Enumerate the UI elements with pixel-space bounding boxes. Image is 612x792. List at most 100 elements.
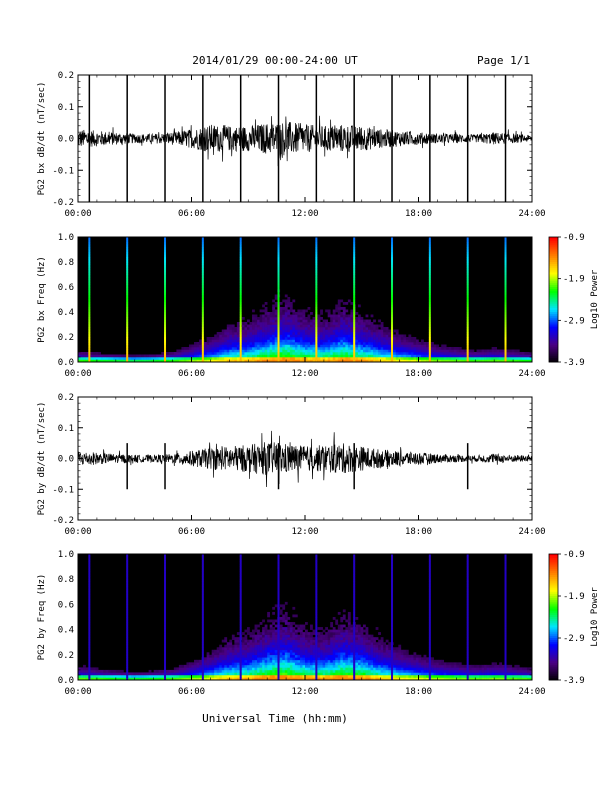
spectrogram-cell (363, 644, 366, 648)
colorbar-segment (549, 253, 558, 257)
spectrogram-cell (209, 354, 212, 358)
calibration-stripe-cell (466, 312, 469, 315)
spectrogram-cell (410, 659, 414, 663)
spectrogram-cell (80, 674, 84, 678)
spectrogram-cell (158, 357, 162, 360)
spectrogram-cell (370, 637, 374, 640)
spectrogram-cell (307, 344, 311, 348)
spectrogram-cell (224, 347, 228, 350)
spectrogram-cell (312, 667, 316, 671)
spectrogram-cell (363, 349, 366, 353)
spectrogram-cell (254, 662, 258, 666)
spectrogram-cell (284, 652, 288, 656)
spectrogram-cell (246, 349, 250, 353)
spectrogram-cell (272, 622, 276, 625)
spectrogram-cell (262, 619, 265, 623)
calibration-stripe-cell (315, 324, 318, 328)
spectrogram-cell (297, 657, 301, 661)
spectrogram-cell (246, 669, 250, 673)
spectrogram-cell (395, 652, 399, 656)
spectrogram-cell (249, 674, 253, 678)
spectrogram-cell (274, 334, 278, 338)
calibration-stripe-cell (239, 317, 242, 320)
spectrogram-cell (143, 357, 147, 360)
spectrogram-cell (375, 359, 379, 363)
spectrogram-cell (133, 354, 137, 358)
spectrogram-cell (345, 354, 349, 358)
spectrogram-cell (241, 664, 245, 668)
spectrogram-cell (236, 654, 240, 658)
spectrogram-cell (289, 344, 293, 348)
spectrogram-cell (229, 357, 233, 360)
spectrogram-cell (297, 312, 301, 315)
calibration-stripe-cell (126, 307, 129, 310)
calibration-stripe-cell (391, 334, 394, 338)
calibration-stripe-cell (164, 309, 167, 313)
spectrogram-cell (426, 349, 429, 353)
spectrogram-cell (330, 662, 334, 666)
spectrogram-cell (496, 359, 500, 363)
spectrogram-cell (403, 349, 407, 353)
spectrogram-cell (302, 667, 306, 671)
spectrogram-cell (272, 342, 276, 345)
spectrogram-cell (272, 672, 276, 676)
spectrogram-cell (388, 359, 392, 363)
spectrogram-cell (85, 354, 89, 358)
calibration-stripe-cell (353, 334, 356, 338)
calibration-stripe-cell (277, 309, 280, 313)
spectrogram-cell (325, 667, 328, 671)
spectrogram-cell (310, 649, 313, 653)
spectrogram-cell (410, 337, 414, 340)
spectrogram-cell (284, 601, 288, 605)
spectrogram-cell (360, 649, 364, 653)
spectrogram-cell (244, 677, 248, 681)
spectrogram-cell (373, 332, 376, 335)
x-tick-label: 24:00 (518, 209, 545, 219)
spectrogram-cell (209, 349, 212, 353)
calibration-stripe-cell (428, 337, 431, 340)
spectrogram-cell (312, 659, 316, 663)
spectrogram-cell (337, 347, 341, 350)
calibration-stripe-cell (126, 272, 129, 275)
spectrogram-cell (249, 659, 253, 663)
spectrogram-cell (241, 359, 245, 363)
calibration-stripe-cell (428, 247, 431, 250)
calibration-stripe-cell (88, 247, 91, 250)
spectrogram-cell (236, 652, 240, 656)
spectrogram-cell (284, 324, 288, 328)
spectrogram-cell (269, 329, 273, 333)
spectrogram-cell (327, 657, 331, 661)
spectrogram-cell (181, 669, 185, 673)
spectrogram-cell (345, 647, 349, 651)
calibration-stripe-cell (504, 262, 507, 265)
calibration-stripe-cell (504, 299, 507, 303)
spectrogram-cell (299, 327, 303, 330)
spectrogram-cell (171, 357, 175, 360)
spectrogram-cell (269, 354, 273, 358)
spectrogram-cell (294, 312, 298, 315)
spectrogram-cell (305, 649, 308, 653)
calibration-stripe-cell (466, 314, 469, 318)
spectrogram-cell (272, 639, 276, 643)
calibration-stripe-cell (428, 329, 431, 333)
spectrogram-cell (287, 669, 291, 673)
spectrogram-cell (244, 672, 248, 676)
calibration-stripe-cell (201, 357, 204, 360)
calibration-stripe-cell (466, 284, 469, 288)
spectrogram-cell (302, 314, 306, 318)
spectrogram-cell (378, 349, 381, 353)
spectrogram-cell (345, 629, 349, 633)
spectrogram-cell (405, 657, 409, 661)
spectrogram-cell (398, 652, 402, 656)
calibration-stripe-cell (277, 289, 280, 293)
spectrogram-cell (204, 662, 207, 666)
spectrogram-cell (365, 654, 369, 658)
spectrogram-cell (252, 664, 255, 668)
spectrogram-cell (108, 354, 112, 358)
spectrogram-cell (388, 659, 392, 663)
spectrogram-cell (186, 669, 190, 673)
spectrogram-cell (224, 659, 228, 663)
spectrogram-cell (415, 669, 419, 673)
spectrogram-cell (282, 309, 286, 313)
spectrogram-cell (345, 627, 349, 630)
